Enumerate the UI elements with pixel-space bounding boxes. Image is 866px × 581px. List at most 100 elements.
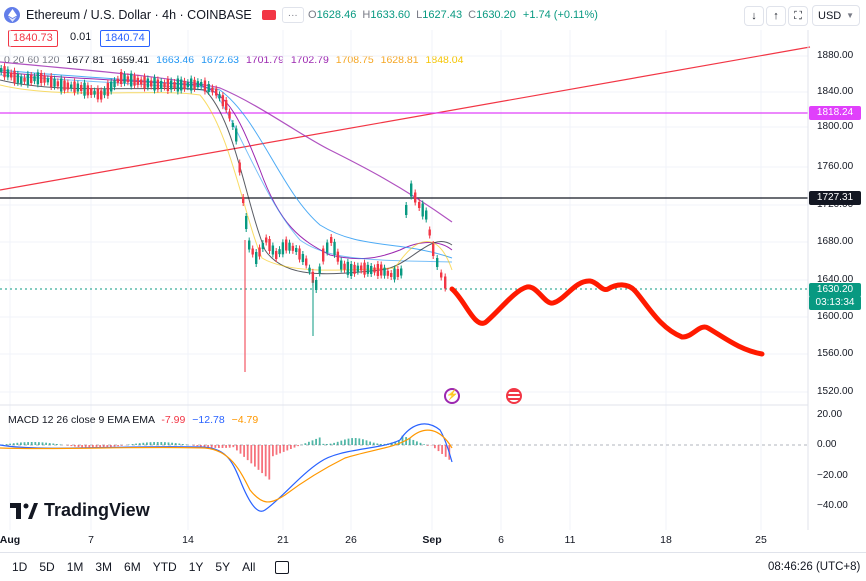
- macd-bar: [221, 445, 224, 448]
- candle-body: [298, 248, 301, 260]
- timeframe-1m[interactable]: 1M: [66, 560, 84, 574]
- candle-body: [123, 74, 126, 84]
- candle-body: [386, 270, 390, 276]
- ma-indicator-legend[interactable]: 0 20 60 120 1677.81 1659.41 1663.46 1672…: [4, 54, 464, 66]
- macd-legend[interactable]: MACD 12 26 close 9 EMA EMA -7.99 −12.78 …: [8, 414, 259, 426]
- forecast-path[interactable]: [449, 278, 765, 357]
- timeframe-5y[interactable]: 5Y: [215, 560, 231, 574]
- macd-bar: [308, 441, 310, 445]
- candle-body: [318, 266, 321, 274]
- macd-line: [0, 423, 453, 512]
- candle-body: [73, 81, 76, 93]
- arrow-up-icon[interactable]: ↑: [766, 6, 786, 26]
- time-tick: 7: [88, 534, 94, 546]
- macd-bar: [106, 445, 109, 448]
- candle-body: [231, 123, 235, 127]
- timeframe-1d[interactable]: 1D: [12, 560, 28, 574]
- candle-body: [207, 84, 210, 92]
- arrow-down-icon[interactable]: ↓: [744, 6, 764, 26]
- candle-body: [6, 69, 10, 78]
- currency-select[interactable]: USD ▼: [812, 5, 860, 26]
- macd-bar: [135, 443, 137, 445]
- macd-bar: [131, 444, 134, 445]
- candle-body: [36, 72, 40, 85]
- fullscreen-icon[interactable]: ⛶: [788, 6, 808, 26]
- candle-body: [271, 245, 275, 255]
- candle-body: [183, 80, 186, 89]
- timeframe-ytd[interactable]: YTD: [152, 560, 177, 574]
- macd-bar: [88, 445, 91, 448]
- candle-body: [376, 264, 380, 276]
- macd-bar: [390, 442, 393, 445]
- tradingview-logo[interactable]: TradingView: [10, 500, 150, 521]
- macd-bar: [66, 445, 69, 446]
- candlesticks: [0, 63, 447, 372]
- candle-body: [103, 89, 106, 96]
- candle-body: [258, 247, 261, 257]
- macd-bar: [117, 445, 119, 447]
- macd-bar: [243, 445, 245, 457]
- grid: [0, 30, 808, 530]
- candle-body: [326, 242, 329, 253]
- macd-bar: [448, 445, 451, 460]
- candle-body: [136, 77, 140, 85]
- candle-body: [330, 237, 333, 243]
- moving-averages: [0, 61, 453, 275]
- price-tick: 1840.00: [817, 86, 854, 97]
- macd-bar: [365, 440, 368, 445]
- macd-bar: [95, 445, 98, 448]
- candle-body: [40, 73, 43, 83]
- candle-body: [221, 95, 225, 107]
- macd-bar: [394, 441, 397, 445]
- more-icon[interactable]: ···: [281, 7, 304, 23]
- macd-bar: [77, 445, 80, 448]
- timeframe-1y[interactable]: 1Y: [188, 560, 204, 574]
- candle-body: [360, 265, 363, 271]
- clock-time[interactable]: 08:46:26 (UTC+8): [768, 561, 861, 573]
- candle-body: [100, 90, 103, 100]
- macd-bar: [311, 440, 314, 445]
- macd-bar: [272, 445, 274, 457]
- macd-bar: [264, 445, 267, 477]
- candle-body: [278, 249, 281, 255]
- sell-button[interactable]: 1840.73: [8, 30, 58, 47]
- macd-bar: [434, 445, 436, 449]
- macd-bar: [426, 445, 429, 446]
- candle-body: [400, 268, 403, 276]
- symbol-title[interactable]: Ethereum / U.S. Dollar · 4h · COINBASE: [26, 8, 252, 22]
- buy-button[interactable]: 1840.74: [100, 30, 150, 47]
- timeframe-3m[interactable]: 3M: [95, 560, 113, 574]
- price-tick: 1800.00: [817, 121, 854, 132]
- timeframe-all[interactable]: All: [242, 560, 256, 574]
- candle-body: [295, 248, 298, 252]
- us-flag-event-icon[interactable]: [506, 388, 522, 404]
- macd-bar: [441, 445, 443, 454]
- candle-body: [288, 242, 291, 251]
- macd-bar: [246, 445, 249, 461]
- time-tick: 21: [277, 534, 289, 546]
- trend-line[interactable]: [0, 46, 811, 191]
- macd-bar: [5, 444, 8, 445]
- macd-bar: [23, 442, 26, 445]
- candle-body: [13, 70, 16, 83]
- candle-body: [43, 75, 46, 83]
- candle-body: [50, 76, 53, 87]
- candle-body: [63, 80, 66, 91]
- candle-body: [308, 267, 311, 272]
- header-tools: ↓ ↑ ⛶: [744, 6, 808, 26]
- macd-bar: [225, 445, 227, 448]
- lightning-event-icon[interactable]: ⚡: [444, 388, 460, 404]
- macd-bar: [401, 435, 404, 445]
- macd-bar: [102, 445, 105, 448]
- macd-bar: [322, 443, 325, 445]
- candle-body: [436, 258, 439, 267]
- macd-bar: [164, 442, 166, 445]
- time-tick: Sep: [422, 534, 442, 546]
- timeframe-5d[interactable]: 5D: [39, 560, 55, 574]
- price-label-1818: 1818.24: [809, 106, 861, 120]
- calendar-range-icon[interactable]: [275, 560, 290, 574]
- candle-body: [166, 79, 170, 91]
- timeframe-6m[interactable]: 6M: [124, 560, 141, 574]
- symbol-header[interactable]: Ethereum / U.S. Dollar · 4h · COINBASE ·…: [4, 4, 304, 26]
